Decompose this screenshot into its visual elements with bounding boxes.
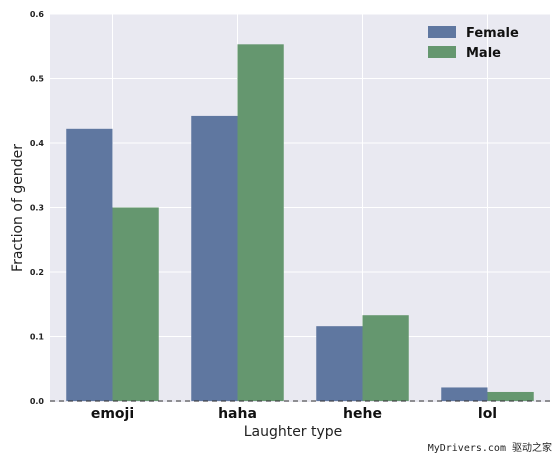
bar-male-lol xyxy=(487,391,534,401)
bars xyxy=(66,44,534,401)
legend: Female Male xyxy=(428,26,519,61)
y-tick-label: 0.0 xyxy=(30,397,45,406)
y-tick-label: 0.2 xyxy=(30,268,44,277)
bar-male-emoji xyxy=(112,207,159,401)
y-tick-label: 0.4 xyxy=(30,139,45,148)
bar-male-hehe xyxy=(362,315,409,401)
y-axis-label: Fraction of gender xyxy=(10,144,26,272)
watermark-text: MyDrivers.com 驱动之家 xyxy=(427,443,552,454)
bar-female-lol xyxy=(441,387,488,401)
legend-label-male: Male xyxy=(466,46,501,61)
y-tick-label: 0.6 xyxy=(30,10,45,19)
legend-swatch-male xyxy=(428,46,456,58)
y-tick-label: 0.3 xyxy=(30,204,44,213)
legend-swatch-female xyxy=(428,26,456,38)
y-tick-label: 0.5 xyxy=(30,75,45,84)
bar-female-emoji xyxy=(66,128,113,401)
bar-female-hehe xyxy=(316,326,363,401)
x-tick-label: hehe xyxy=(343,406,382,422)
y-tick-labels: 0.0 0.1 0.2 0.3 0.4 0.5 0.6 xyxy=(30,10,45,406)
legend-label-female: Female xyxy=(466,26,519,41)
x-tick-label: emoji xyxy=(91,406,134,422)
x-tick-label: haha xyxy=(218,406,257,422)
x-tick-labels: emoji haha hehe lol xyxy=(91,406,497,422)
bar-female-haha xyxy=(191,115,238,401)
bar-male-haha xyxy=(237,44,284,401)
y-tick-label: 0.1 xyxy=(30,333,45,342)
x-axis-label: Laughter type xyxy=(244,424,343,440)
x-tick-label: lol xyxy=(478,406,497,422)
